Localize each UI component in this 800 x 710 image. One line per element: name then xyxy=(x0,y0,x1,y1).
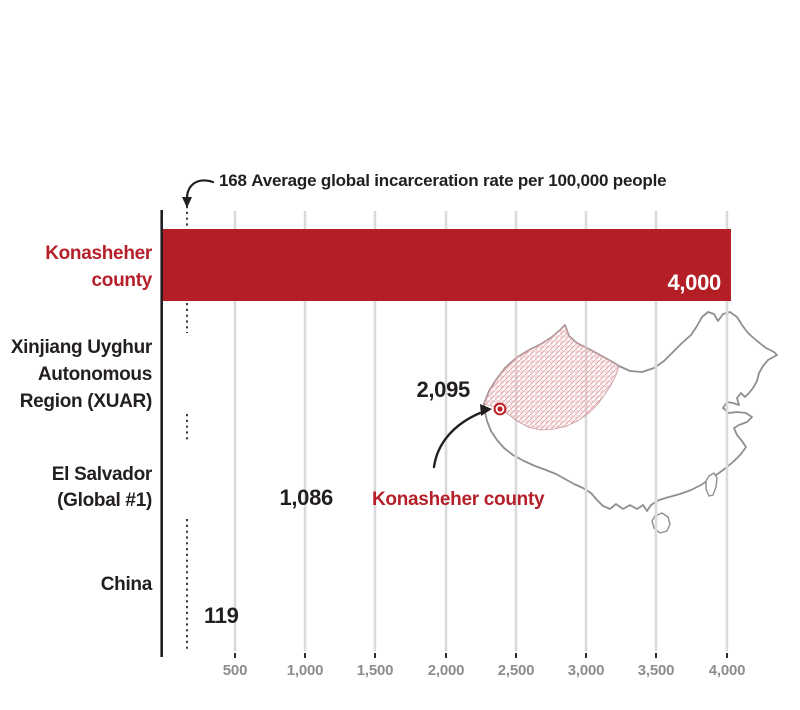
map-callout-label: Konasheher county xyxy=(372,489,545,510)
y-axis-line xyxy=(160,210,163,657)
value-label-konasheher: 4,000 xyxy=(667,270,721,295)
x-tick-3000: 3,000 xyxy=(567,662,605,679)
x-tick-1500: 1,500 xyxy=(356,662,394,679)
annotation-label: Average global incarceration rate per 10… xyxy=(251,171,667,190)
taiwan-island xyxy=(705,472,718,497)
konasheher-marker-icon xyxy=(493,402,507,416)
x-tick-2000: 2,000 xyxy=(427,662,465,679)
annotation-value: 168 xyxy=(219,171,247,190)
category-label-xuar: Xinjiang Uyghur Autonomous Region (XUAR) xyxy=(10,337,152,412)
value-label-xuar: 2,095 xyxy=(416,377,470,402)
bar-konasheher xyxy=(163,229,731,301)
value-label-el-salvador: 1,086 xyxy=(279,485,333,510)
gridline-end-ticks xyxy=(234,653,728,658)
xinjiang-hatched-region xyxy=(483,324,620,431)
category-label-china: China xyxy=(100,574,153,595)
category-label-el-salvador: El Salvador (Global #1) xyxy=(51,464,153,511)
x-tick-2500: 2,500 xyxy=(497,662,535,679)
annotation-arrow xyxy=(182,179,215,208)
value-label-china: 119 xyxy=(204,603,239,628)
x-tick-500: 500 xyxy=(222,662,248,679)
x-tick-4000: 4,000 xyxy=(708,662,746,679)
map-callout-arrow xyxy=(432,404,492,469)
average-rate-annotation: 168 Average global incarceration rate pe… xyxy=(219,171,667,191)
x-tick-1000: 1,000 xyxy=(286,662,324,679)
category-label-konasheher: Konasheher county xyxy=(45,243,152,291)
x-tick-3500: 3,500 xyxy=(637,662,675,679)
